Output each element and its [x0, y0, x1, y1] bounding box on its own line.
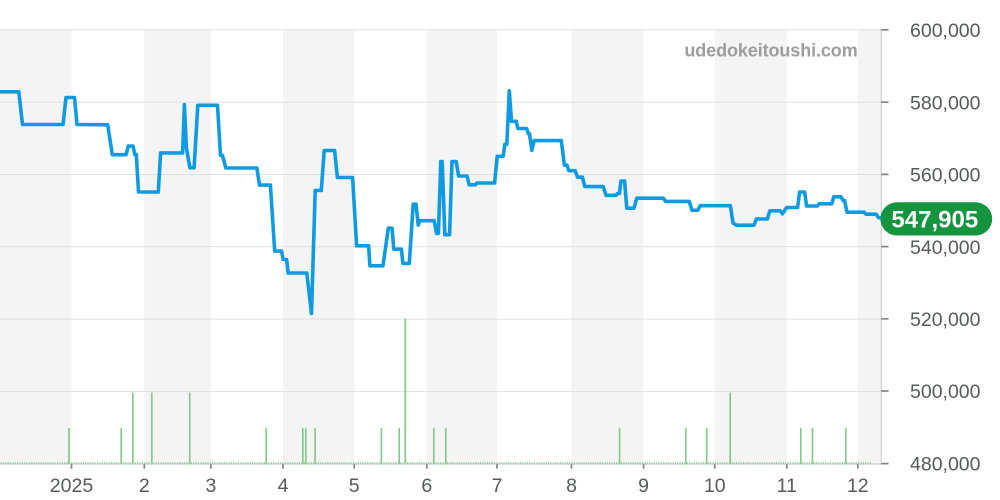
svg-text:4: 4	[278, 475, 289, 497]
svg-text:2: 2	[139, 475, 150, 497]
svg-text:3: 3	[205, 475, 216, 497]
svg-text:500,000: 500,000	[910, 381, 981, 403]
svg-text:12: 12	[847, 475, 869, 497]
svg-text:8: 8	[566, 475, 577, 497]
svg-text:udedokeitoushi.com: udedokeitoushi.com	[684, 41, 857, 61]
svg-text:9: 9	[638, 475, 649, 497]
svg-text:520,000: 520,000	[910, 309, 981, 331]
svg-text:547,905: 547,905	[891, 207, 978, 234]
svg-text:480,000: 480,000	[910, 453, 981, 475]
svg-text:6: 6	[421, 475, 432, 497]
svg-text:5: 5	[349, 475, 360, 497]
svg-text:600,000: 600,000	[910, 20, 981, 42]
svg-text:2025: 2025	[50, 475, 94, 497]
svg-text:11: 11	[777, 475, 797, 497]
svg-text:560,000: 560,000	[910, 165, 981, 187]
svg-text:10: 10	[704, 475, 726, 497]
svg-text:7: 7	[492, 475, 503, 497]
svg-text:580,000: 580,000	[910, 92, 981, 114]
svg-text:540,000: 540,000	[910, 237, 981, 259]
